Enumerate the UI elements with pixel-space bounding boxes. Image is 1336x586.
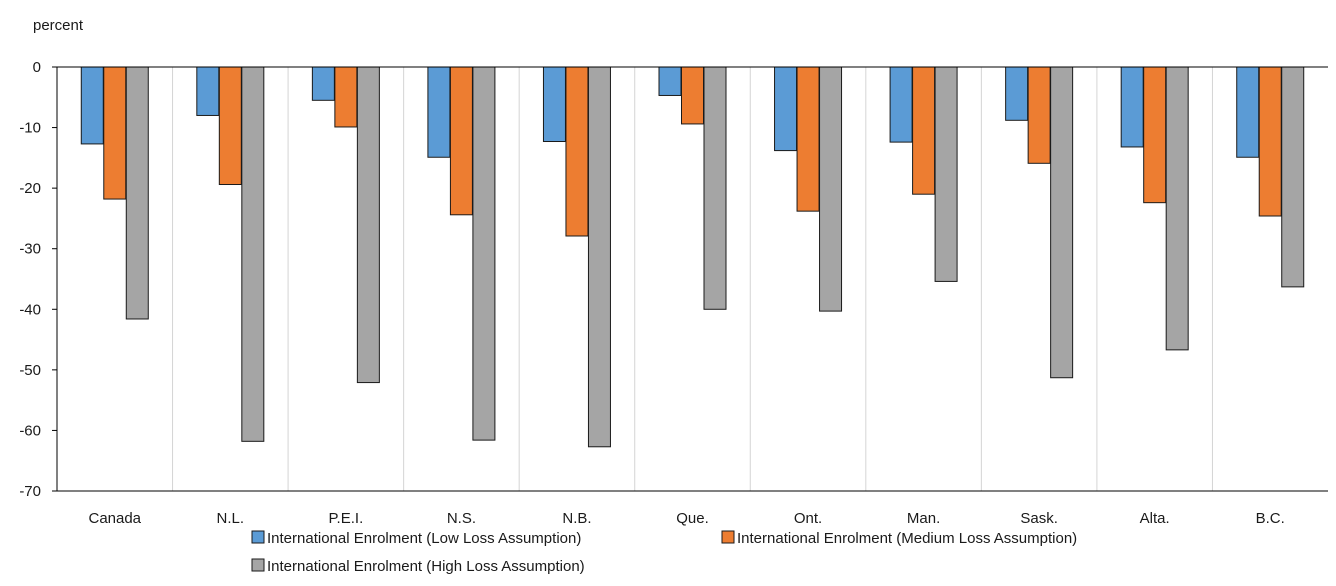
bar (1236, 66, 1260, 158)
category-separators (172, 67, 1213, 491)
bar (334, 66, 358, 128)
bar (703, 66, 727, 310)
x-tick-label: Ont. (794, 510, 822, 527)
bar (1050, 66, 1074, 379)
x-tick-label: P.E.I. (328, 510, 363, 527)
bar (1143, 66, 1167, 204)
y-tick-label: -30 (19, 241, 41, 258)
y-tick-label: -60 (19, 422, 41, 439)
bar (1165, 66, 1189, 351)
x-tick-label: Canada (88, 510, 141, 527)
bar (658, 66, 682, 96)
bar (449, 66, 473, 216)
y-tick-label: -50 (19, 362, 41, 379)
bar (356, 66, 380, 384)
y-axis-ticks: 0 -10 -20 -30 -40 -50 -60 -70 (19, 59, 57, 500)
legend-label: International Enrolment (Low Loss Assump… (267, 530, 581, 547)
axes (56, 66, 1328, 492)
x-tick-label: B.C. (1256, 510, 1285, 527)
y-tick-label: -20 (19, 180, 41, 197)
bar (241, 66, 265, 442)
bar (912, 66, 936, 195)
bar (681, 66, 704, 125)
legend-swatch (721, 530, 735, 544)
x-tick-label: Alta. (1140, 510, 1170, 527)
x-tick-label: N.S. (447, 510, 476, 527)
bar (103, 66, 127, 200)
x-tick-label: N.B. (562, 510, 591, 527)
bars (80, 66, 1305, 448)
bar (80, 66, 104, 145)
bar (542, 66, 566, 143)
legend-swatch (251, 558, 265, 572)
bar (1281, 66, 1305, 288)
y-tick-label: 0 (33, 59, 41, 76)
x-tick-label: Man. (907, 510, 940, 527)
bar (196, 66, 220, 116)
bar (565, 66, 589, 237)
bar (125, 66, 149, 320)
legend-label: International Enrolment (Medium Loss Ass… (737, 530, 1077, 547)
bar (774, 66, 798, 152)
bar (819, 66, 843, 312)
bar (472, 66, 496, 441)
y-tick-label: -10 (19, 120, 41, 137)
legend-label: International Enrolment (High Loss Assum… (267, 558, 585, 575)
legend: International Enrolment (Low Loss Assump… (251, 530, 1077, 575)
bar (587, 66, 611, 448)
y-tick-label: -70 (19, 483, 41, 500)
bar (889, 66, 913, 143)
legend-swatch (251, 530, 265, 544)
bar (1027, 66, 1051, 164)
x-tick-label: Sask. (1020, 510, 1058, 527)
bar (1005, 66, 1029, 121)
bar (311, 66, 335, 101)
bar (218, 66, 242, 186)
y-tick-label: -40 (19, 301, 41, 318)
bar (796, 66, 820, 212)
bar (427, 66, 451, 158)
bar (1120, 66, 1144, 148)
bar (1258, 66, 1282, 217)
x-tick-label: N.L. (217, 510, 245, 527)
y-axis-unit-label: percent (33, 17, 84, 34)
bar (934, 66, 958, 282)
x-axis-category-labels: Canada N.L. P.E.I. N.S. N.B. Que. Ont. Man. Sask… (88, 510, 1284, 527)
x-tick-label: Que. (676, 510, 709, 527)
